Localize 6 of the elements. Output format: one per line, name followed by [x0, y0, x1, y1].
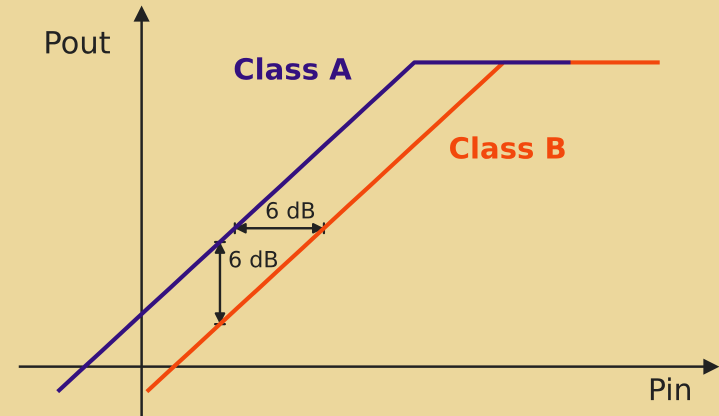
y-axis-title: Pout: [46, 31, 110, 54]
annotation: 6 dB: [266, 202, 314, 219]
x-axis-title: Pin: [650, 377, 690, 400]
series-label: Class B: [450, 136, 565, 159]
series-label: Class A: [234, 57, 352, 80]
annotation: 6 dB: [230, 250, 278, 268]
